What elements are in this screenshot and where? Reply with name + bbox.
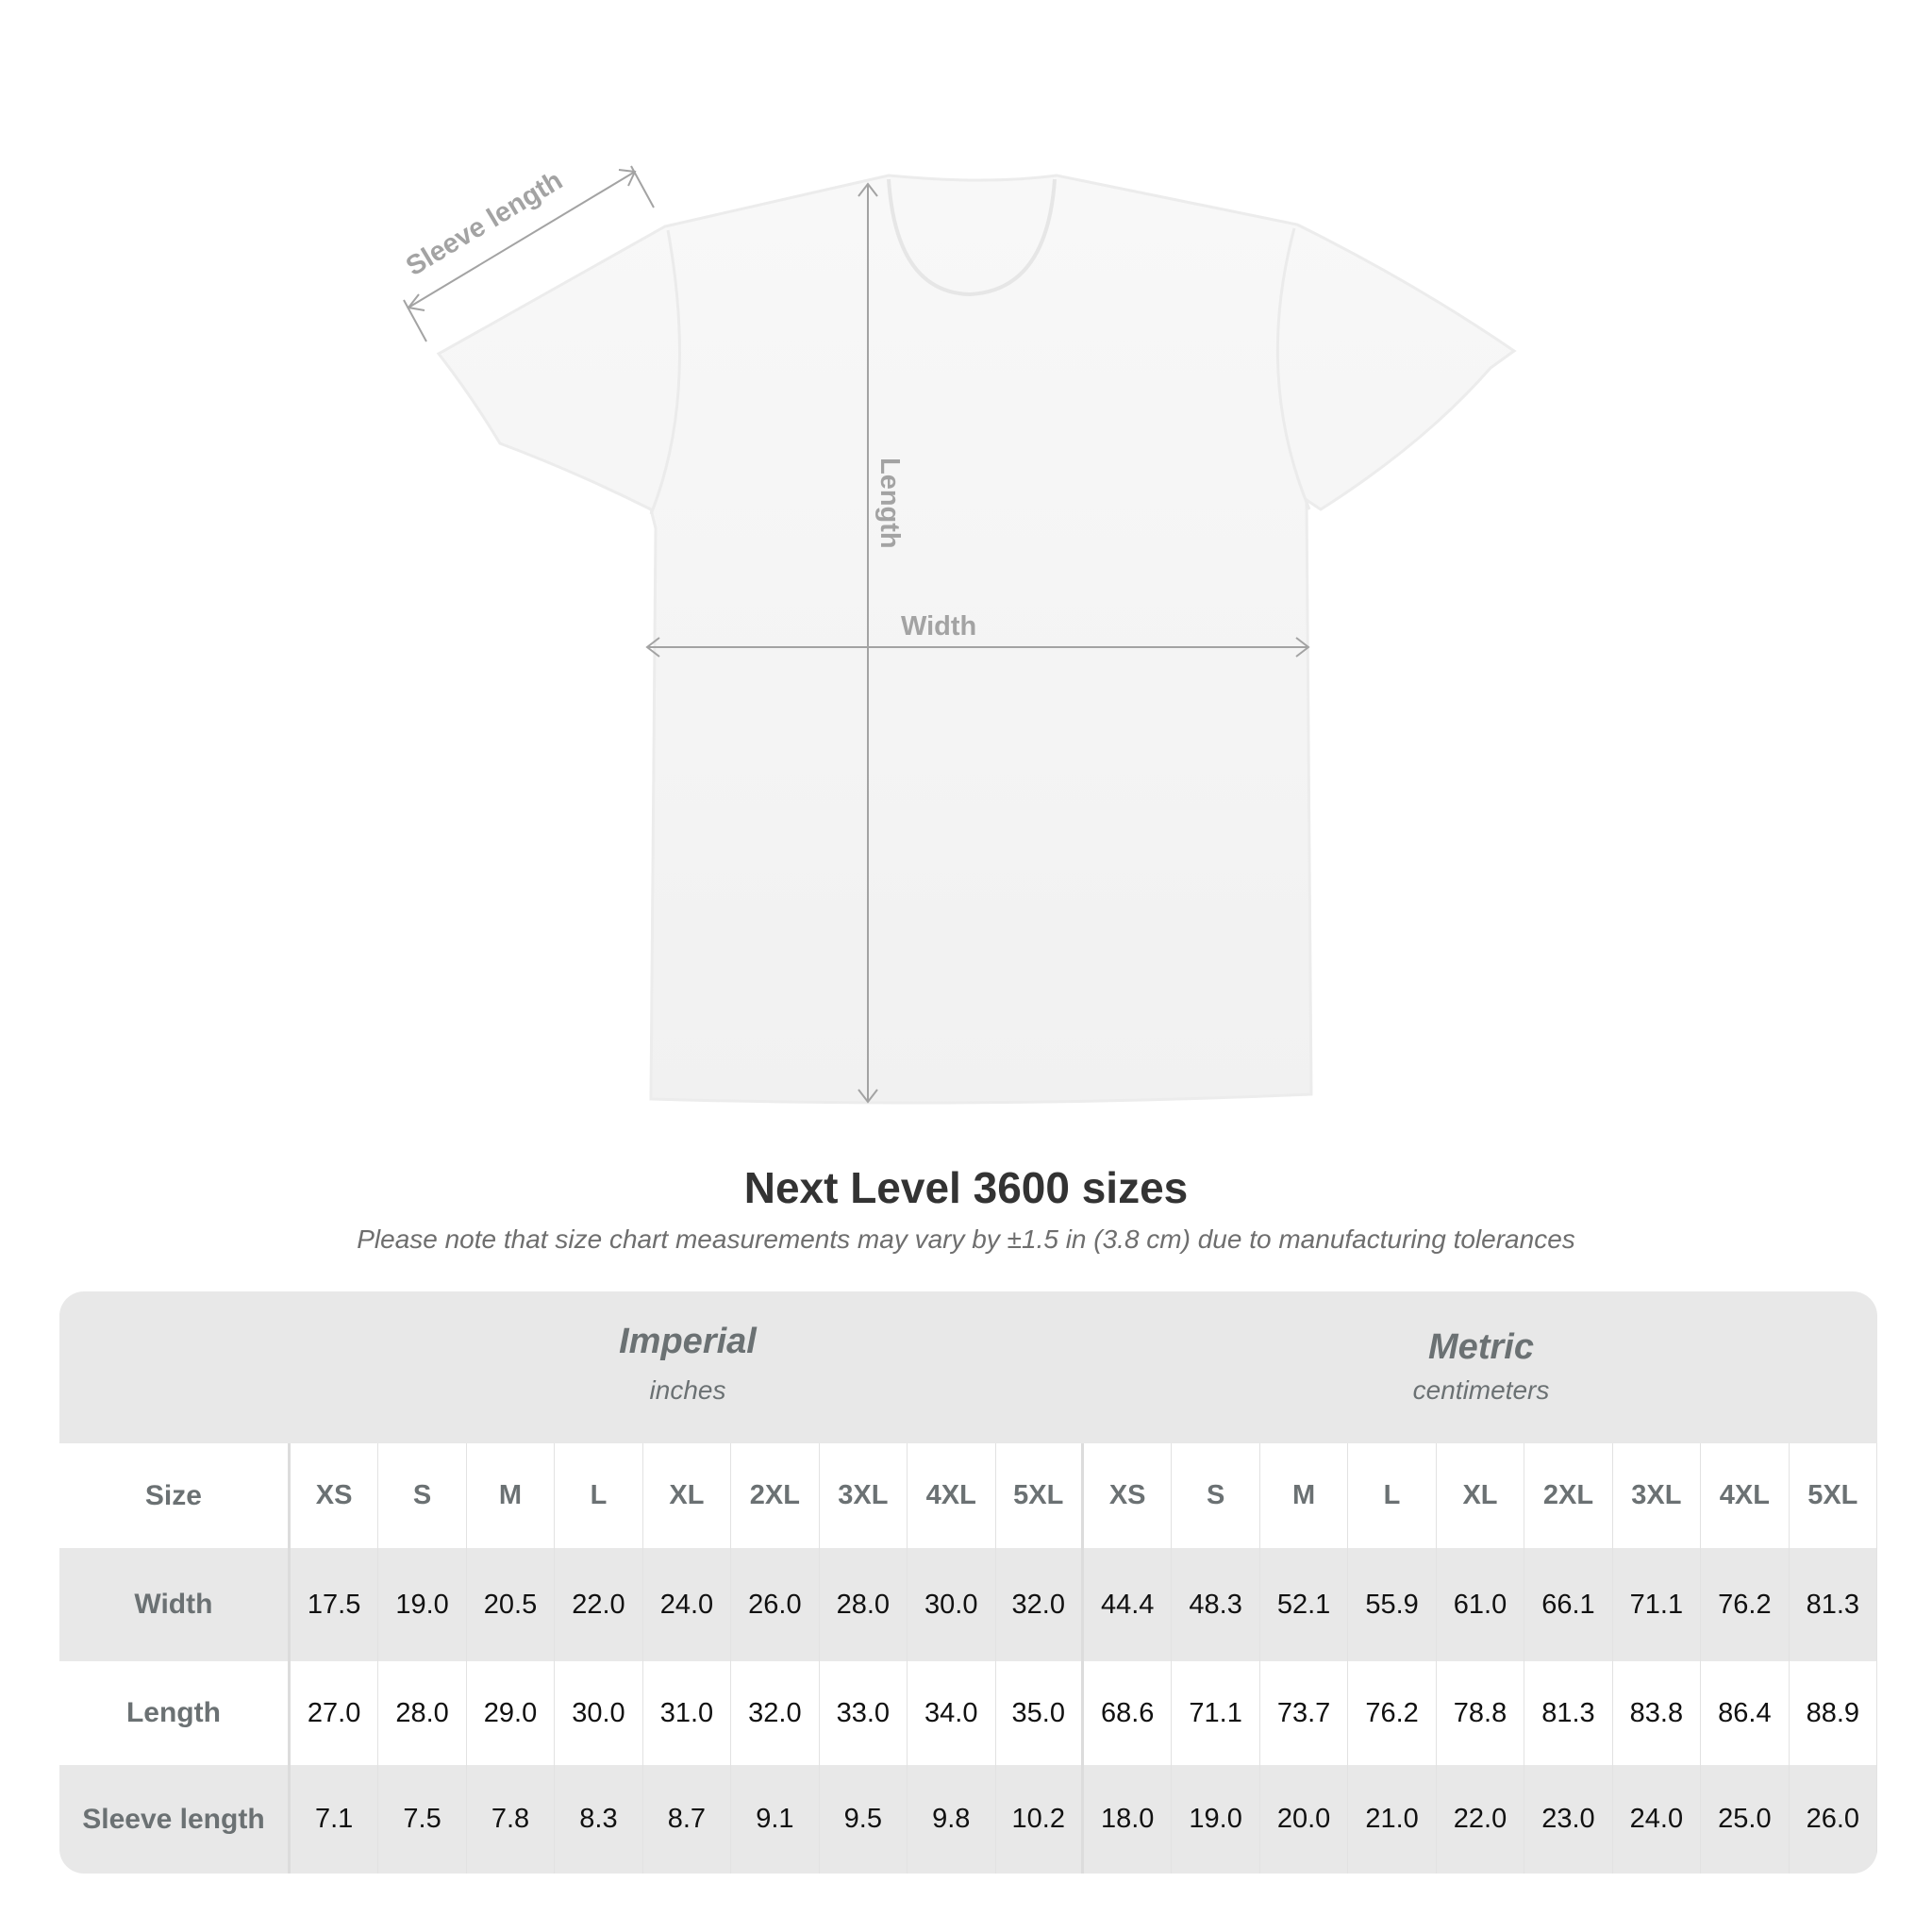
- imperial-title: Imperial: [619, 1322, 757, 1361]
- cell-imperial: 34.0: [908, 1661, 996, 1765]
- cell-metric: 68.6: [1084, 1661, 1173, 1765]
- cell-metric: 20.0: [1260, 1765, 1349, 1874]
- tshirt-image: [436, 174, 1517, 1105]
- cell-metric: 83.8: [1613, 1661, 1702, 1765]
- table-row: Width 17.5 19.0 20.5 22.0 24.0 26.0 28.0 30.0 32.…: [59, 1548, 1877, 1661]
- size-header-metric: L: [1348, 1443, 1437, 1548]
- cell-imperial: 8.3: [555, 1765, 643, 1874]
- metric-unit: centimeters: [1412, 1375, 1550, 1405]
- size-header-metric: 4XL: [1701, 1443, 1790, 1548]
- row-label: Sleeve length: [59, 1765, 291, 1874]
- cell-imperial: 28.0: [820, 1548, 908, 1661]
- size-header-metric: XS: [1084, 1443, 1173, 1548]
- page-title: Next Level 3600 sizes: [743, 1163, 1189, 1212]
- cell-metric: 24.0: [1613, 1765, 1702, 1874]
- tshirt-diagram: Sleeve length Length Width: [401, 165, 1517, 1105]
- cell-imperial: 8.7: [643, 1765, 732, 1874]
- cell-imperial: 19.0: [378, 1548, 467, 1661]
- table-row: Length 27.0 28.0 29.0 30.0 31.0 32.0 33.0 34.0 35…: [59, 1661, 1877, 1765]
- cell-imperial: 29.0: [467, 1661, 556, 1765]
- cell-metric: 86.4: [1701, 1661, 1790, 1765]
- tolerance-note: Please note that size chart measurements…: [357, 1224, 1575, 1254]
- cell-metric: 71.1: [1172, 1661, 1260, 1765]
- cell-imperial: 26.0: [731, 1548, 820, 1661]
- cell-metric: 81.3: [1790, 1548, 1877, 1661]
- sleeve-length-label: Sleeve length: [401, 165, 568, 282]
- size-label: Size: [59, 1443, 291, 1548]
- cell-imperial: 24.0: [643, 1548, 732, 1661]
- cell-imperial: 32.0: [996, 1548, 1084, 1661]
- size-header-imperial: 4XL: [908, 1443, 996, 1548]
- width-label: Width: [901, 611, 976, 641]
- cell-imperial: 32.0: [731, 1661, 820, 1765]
- cell-imperial: 17.5: [291, 1548, 379, 1661]
- size-header-row: Size XS S M L XL 2XL 3XL 4XL 5XL XS S M L XL 2XL 3XL 4XL 5…: [59, 1443, 1877, 1548]
- row-label: Length: [59, 1661, 291, 1765]
- cell-imperial: 9.5: [820, 1765, 908, 1874]
- cell-imperial: 7.5: [378, 1765, 467, 1874]
- cell-imperial: 22.0: [555, 1548, 643, 1661]
- cell-metric: 48.3: [1172, 1548, 1260, 1661]
- size-header-metric: 3XL: [1613, 1443, 1702, 1548]
- size-header-imperial: 3XL: [820, 1443, 908, 1548]
- size-header-metric: M: [1260, 1443, 1349, 1548]
- size-header-imperial: M: [467, 1443, 556, 1548]
- cell-metric: 55.9: [1348, 1548, 1437, 1661]
- cell-metric: 76.2: [1701, 1548, 1790, 1661]
- cell-metric: 52.1: [1260, 1548, 1349, 1661]
- cell-metric: 44.4: [1084, 1548, 1173, 1661]
- length-label: Length: [874, 458, 905, 549]
- cell-imperial: 30.0: [908, 1548, 996, 1661]
- cell-imperial: 10.2: [996, 1765, 1084, 1874]
- cell-metric: 76.2: [1348, 1661, 1437, 1765]
- size-header-metric: S: [1172, 1443, 1260, 1548]
- size-header-imperial: L: [555, 1443, 643, 1548]
- cell-imperial: 35.0: [996, 1661, 1084, 1765]
- cell-metric: 71.1: [1613, 1548, 1702, 1661]
- cell-imperial: 27.0: [291, 1661, 379, 1765]
- cell-metric: 61.0: [1437, 1548, 1525, 1661]
- cell-imperial: 20.5: [467, 1548, 556, 1661]
- imperial-unit: inches: [649, 1375, 726, 1405]
- cell-metric: 81.3: [1524, 1661, 1613, 1765]
- cell-imperial: 9.8: [908, 1765, 996, 1874]
- cell-metric: 73.7: [1260, 1661, 1349, 1765]
- cell-metric: 66.1: [1524, 1548, 1613, 1661]
- cell-metric: 88.9: [1790, 1661, 1877, 1765]
- size-header-metric: 2XL: [1524, 1443, 1613, 1548]
- cell-metric: 25.0: [1701, 1765, 1790, 1874]
- cell-imperial: 9.1: [731, 1765, 820, 1874]
- size-header-metric: XL: [1437, 1443, 1525, 1548]
- cell-metric: 26.0: [1790, 1765, 1877, 1874]
- size-header-imperial: XL: [643, 1443, 732, 1548]
- cell-metric: 22.0: [1437, 1765, 1525, 1874]
- cell-metric: 78.8: [1437, 1661, 1525, 1765]
- size-header-imperial: 2XL: [731, 1443, 820, 1548]
- cell-metric: 21.0: [1348, 1765, 1437, 1874]
- cell-imperial: 30.0: [555, 1661, 643, 1765]
- table-row: Sleeve length 7.1 7.5 7.8 8.3 8.7 9.1 9.5 9.8 10.…: [59, 1765, 1877, 1874]
- cell-metric: 23.0: [1524, 1765, 1613, 1874]
- size-header-metric: 5XL: [1790, 1443, 1877, 1548]
- cell-metric: 19.0: [1172, 1765, 1260, 1874]
- row-label: Width: [59, 1548, 291, 1661]
- system-header: Imperial inches Metric centimeters: [59, 1291, 1877, 1443]
- imperial-header: Imperial inches: [291, 1322, 1085, 1406]
- size-header-imperial: XS: [291, 1443, 379, 1548]
- cell-metric: 18.0: [1084, 1765, 1173, 1874]
- size-header-imperial: 5XL: [996, 1443, 1084, 1548]
- metric-title: Metric: [1428, 1327, 1534, 1367]
- cell-imperial: 33.0: [820, 1661, 908, 1765]
- size-header-imperial: S: [378, 1443, 467, 1548]
- cell-imperial: 31.0: [643, 1661, 732, 1765]
- cell-imperial: 7.8: [467, 1765, 556, 1874]
- measure-lines: [403, 165, 1310, 1104]
- metric-header: Metric centimeters: [1085, 1327, 1877, 1406]
- cell-imperial: 7.1: [291, 1765, 379, 1874]
- size-table: Imperial inches Metric centimeters Size X…: [59, 1291, 1877, 1874]
- cell-imperial: 28.0: [378, 1661, 467, 1765]
